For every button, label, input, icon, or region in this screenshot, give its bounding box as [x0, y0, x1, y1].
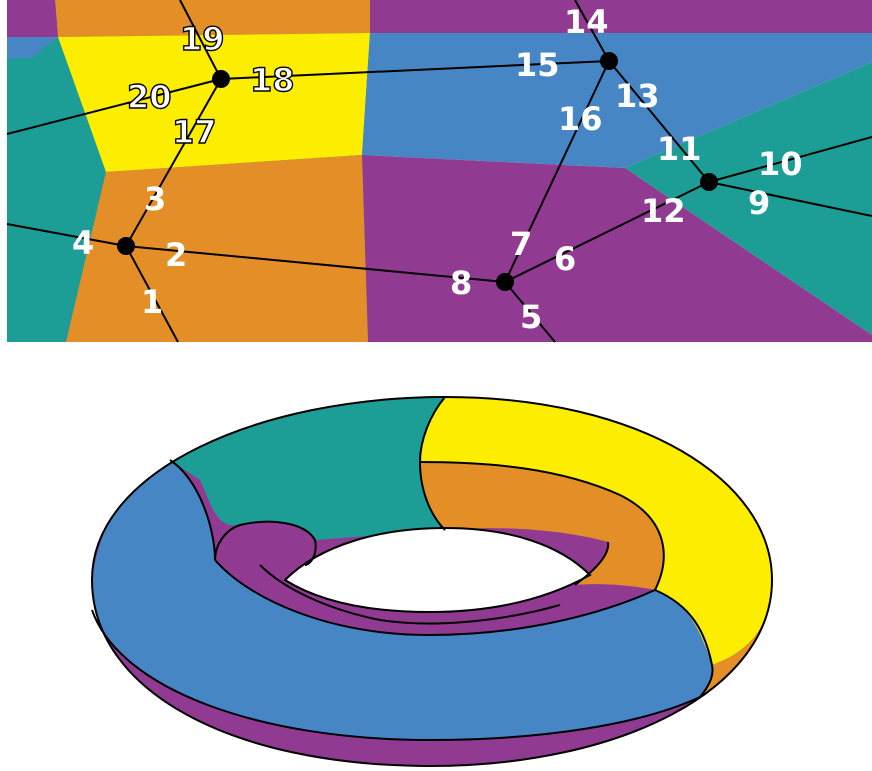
torus-region-orange: [420, 462, 664, 590]
torus-region-purple-inner: [215, 522, 655, 635]
map-region-orange-top: [55, 0, 370, 37]
vertex-c: [700, 173, 718, 191]
edge-label-1: 1: [141, 283, 163, 321]
edge-label-12: 12: [641, 192, 686, 230]
flat-map-panel: 1 2 3 4 5 6 7 8 9 10 11 12 13 14 15 16 1…: [6, 0, 872, 343]
edge-11-13: [608, 60, 710, 183]
torus-hole: [283, 526, 592, 614]
edge-3-17: [125, 78, 222, 247]
vertex-a: [117, 237, 135, 255]
edge-label-18: 18: [250, 61, 295, 99]
torus-region-yellow: [420, 397, 772, 665]
edge-5: [504, 281, 556, 343]
edge-4: [6, 223, 127, 247]
edge-label-9: 9: [748, 184, 770, 222]
edge-7-16: [504, 60, 610, 283]
edge-label-19: 19: [180, 20, 225, 58]
torus-region-orange-rim: [700, 580, 772, 697]
edge-label-8: 8: [450, 264, 472, 302]
edge-14: [574, 0, 610, 62]
vertex-d: [600, 52, 618, 70]
vertex-e: [212, 70, 230, 88]
edge-label-14: 14: [564, 3, 609, 41]
edge-15-18: [220, 60, 610, 80]
torus-yellow-orange-boundary: [419, 461, 665, 591]
edge-label-16: 16: [558, 100, 603, 138]
edge-1: [125, 245, 179, 343]
map-region-orange-center: [66, 155, 368, 342]
torus-outlines: [90, 395, 774, 768]
edge-20: [6, 78, 222, 135]
map-region-yellow: [58, 33, 370, 172]
edge-label-20: 20: [127, 78, 172, 116]
edge-labels: 1 2 3 4 5 6 7 8 9 10 11 12 13 14 15 16 1…: [72, 3, 803, 336]
edge-label-4: 4: [72, 224, 94, 262]
map-region-teal-right: [625, 62, 872, 335]
edge-label-11: 11: [657, 130, 702, 168]
graph-edges: [6, 0, 872, 343]
edge-label-7: 7: [510, 225, 532, 263]
map-region-purple-center: [362, 155, 872, 342]
edge-label-13: 13: [615, 77, 660, 115]
edge-6-12: [504, 181, 710, 283]
torus-blue-teal-boundary: [169, 459, 216, 561]
map-region-purple-top: [370, 0, 872, 35]
edge-label-3: 3: [144, 180, 166, 218]
torus-region-blue: [92, 460, 713, 740]
graph-vertices: [117, 52, 718, 291]
map-region-purple-corner: [7, 0, 58, 37]
torus-orange-curl: [574, 541, 610, 586]
vertex-b: [496, 273, 514, 291]
edge-label-10: 10: [758, 145, 803, 183]
torus-outer-outline: [90, 395, 774, 768]
edge-10: [708, 136, 872, 183]
edge-label-6: 6: [554, 240, 576, 278]
edge-19: [179, 0, 222, 80]
torus-front-rim: [91, 609, 701, 742]
torus-purple-lobe: [214, 520, 317, 566]
torus-region-teal: [170, 397, 445, 540]
edge-label-17: 17: [172, 113, 217, 151]
edge-label-2: 2: [165, 236, 187, 274]
edge-label-15: 15: [515, 46, 560, 84]
torus-panel: [90, 395, 774, 768]
torus-purple-curl: [259, 564, 561, 625]
edge-9: [708, 181, 872, 217]
map-region-blue-corner: [7, 37, 58, 58]
edge-2-8: [125, 245, 506, 283]
edge-label-5: 5: [520, 298, 542, 336]
torus-blue-inner-edge: [214, 559, 714, 698]
